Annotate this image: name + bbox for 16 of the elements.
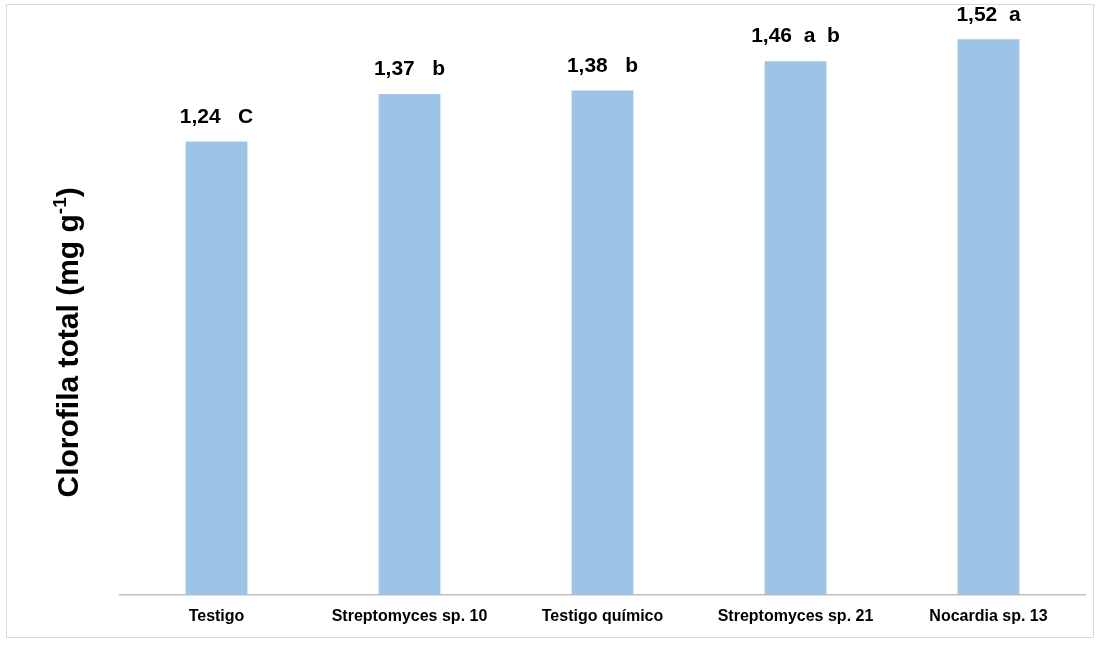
data-label: 1,52 a [956,1,1021,25]
bar [185,141,248,595]
x-tick-label: Testigo [188,606,245,624]
bar [378,94,441,595]
data-label: 1,46 a b [751,23,840,47]
data-label: 1,38 b [566,52,639,76]
bar [957,39,1020,595]
x-tick-label: Nocardia sp. 13 [929,606,1048,624]
data-label: 1,37 b [373,56,446,80]
x-tick-label: Testigo químico [541,606,664,624]
bar [764,61,827,595]
y-axis-title: Clorofila total (mg g-1) [49,187,84,498]
x-tick-label: Streptomyces sp. 21 [717,606,874,624]
data-label: 1,24 C [179,103,254,127]
bar [571,90,634,595]
x-tick-label: Streptomyces sp. 10 [331,606,488,624]
